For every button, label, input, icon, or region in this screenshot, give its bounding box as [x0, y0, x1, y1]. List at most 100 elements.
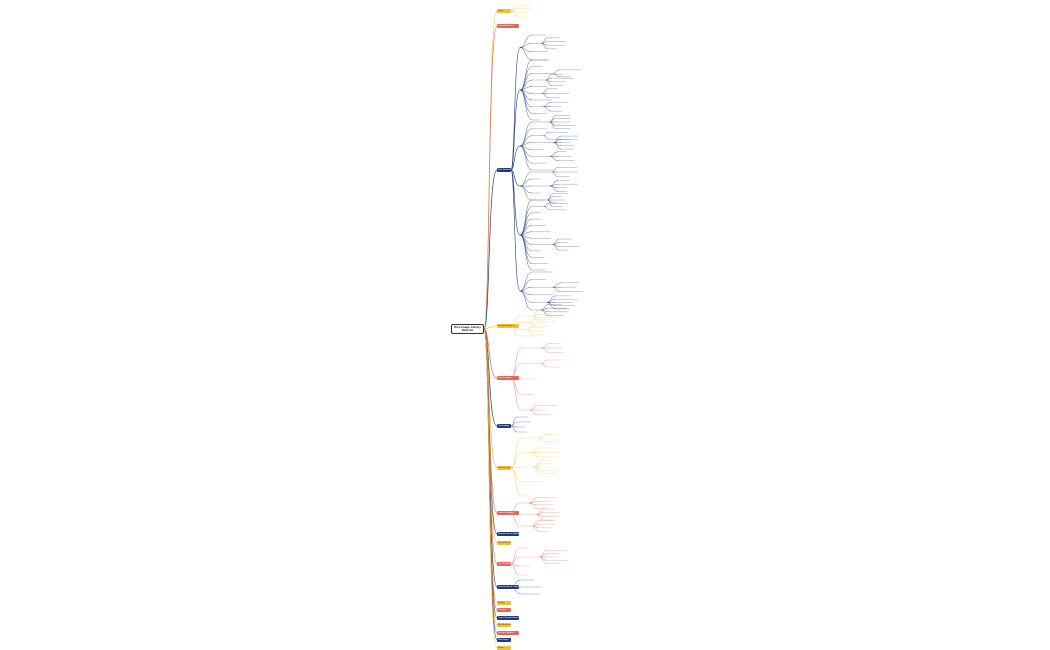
- sub-connector: [533, 315, 539, 322]
- sub-connector: [519, 171, 533, 187]
- sub-connector: [510, 547, 520, 565]
- sub-connector: [510, 169, 521, 236]
- sub-connector: [553, 142, 562, 150]
- sub-connector: [510, 425, 518, 433]
- sub-connector: [532, 520, 540, 527]
- sub-connector: [519, 234, 533, 258]
- sub-connector: [519, 206, 533, 236]
- root-node[interactable]: Rice Image Library Website: [451, 324, 484, 334]
- sub-connector: [510, 377, 522, 395]
- sub-connector: [541, 43, 548, 50]
- sub-connector: [541, 343, 551, 349]
- branch-node[interactable]: Site Structure: [497, 168, 511, 172]
- sub-connector: [510, 467, 522, 482]
- sub-connector: [539, 556, 547, 564]
- sub-connector: [536, 514, 544, 521]
- sub-connector: [549, 121, 556, 129]
- branch-node[interactable]: Legal Considerations: [497, 616, 519, 620]
- branch-node[interactable]: Success Metrics: [497, 631, 519, 635]
- branch-node[interactable]: Partnerships & Collaborations: [497, 585, 519, 589]
- sub-connector: [539, 434, 547, 439]
- sub-connector: [527, 327, 533, 330]
- sub-connector: [541, 304, 549, 311]
- branch-node[interactable]: Maintenance & Updates: [497, 532, 519, 536]
- sub-connector: [510, 467, 522, 497]
- sub-connector: [532, 452, 539, 458]
- sub-connector: [549, 180, 559, 187]
- sub-connector: [510, 563, 520, 576]
- branch-node[interactable]: Notes: [497, 646, 511, 650]
- branch-connector: [483, 169, 498, 330]
- sub-connector: [541, 37, 548, 44]
- sub-connector: [510, 145, 521, 171]
- sub-connector: [527, 329, 533, 336]
- sub-connector: [519, 287, 533, 292]
- sub-connector: [519, 185, 533, 194]
- sub-connector: [541, 347, 551, 353]
- sub-connector: [519, 66, 533, 91]
- branch-node[interactable]: Next Steps: [497, 638, 511, 642]
- sub-connector: [529, 322, 535, 327]
- sub-connector: [519, 135, 533, 147]
- sub-connector: [553, 69, 560, 74]
- sub-connector: [532, 447, 539, 453]
- branch-node[interactable]: Design Elements: [497, 324, 519, 328]
- sub-connector: [543, 101, 552, 107]
- sub-connector: [543, 132, 550, 136]
- sub-connector: [519, 128, 533, 147]
- sub-connector: [543, 135, 550, 140]
- sub-connector: [519, 145, 533, 171]
- sub-connector: [542, 88, 549, 94]
- sub-connector: [552, 244, 560, 251]
- sub-connector: [519, 279, 533, 292]
- sub-connector: [543, 106, 552, 112]
- branch-connector: [483, 328, 498, 649]
- sub-connector: [545, 79, 553, 86]
- sub-connector: [545, 77, 552, 81]
- sub-connector: [552, 282, 562, 288]
- sub-connector: [552, 167, 558, 173]
- sub-connector: [534, 466, 542, 474]
- sub-connector: [510, 452, 522, 469]
- sub-connector: [510, 4, 518, 12]
- branch-node[interactable]: Ideas: [497, 9, 511, 13]
- sub-connector: [519, 178, 533, 187]
- sub-connector: [549, 185, 559, 192]
- sub-connector: [519, 121, 533, 147]
- sub-connector: [529, 318, 535, 323]
- sub-connector: [519, 89, 533, 114]
- sub-connector: [532, 525, 540, 532]
- sub-connector: [510, 89, 521, 171]
- branch-connector: [483, 25, 498, 330]
- sub-connector: [519, 145, 533, 157]
- sub-connector: [519, 43, 533, 48]
- sub-connector: [529, 502, 538, 509]
- sub-connector: [519, 290, 533, 311]
- sub-connector: [541, 309, 549, 316]
- sub-connector: [510, 347, 522, 379]
- branch-node[interactable]: Risk Analysis: [497, 623, 511, 627]
- sub-connector: [539, 437, 547, 442]
- sub-connector: [519, 234, 533, 264]
- sub-connector: [519, 218, 533, 236]
- branch-node[interactable]: User Feedback: [497, 562, 511, 566]
- branch-node[interactable]: Content Plan: [497, 466, 511, 470]
- sub-connector: [519, 34, 533, 48]
- sub-connector: [552, 171, 558, 177]
- sub-connector: [546, 302, 556, 310]
- branch-node[interactable]: Functionalities: [497, 376, 519, 380]
- sub-connector: [541, 359, 548, 364]
- branch-connector: [483, 325, 498, 330]
- branch-node[interactable]: Timeline: [497, 608, 511, 612]
- sub-connector: [549, 151, 559, 157]
- sub-connector: [552, 287, 562, 292]
- sub-connector: [510, 466, 522, 469]
- branch-node[interactable]: Budget: [497, 601, 511, 605]
- branch-node[interactable]: Technology: [497, 424, 511, 428]
- branch-node[interactable]: Marketing Plan: [497, 541, 511, 545]
- sub-connector: [519, 47, 533, 61]
- sub-connector: [542, 93, 549, 99]
- branch-node[interactable]: Target Audience: [497, 24, 519, 28]
- branch-node[interactable]: Launch Strategy: [497, 511, 519, 515]
